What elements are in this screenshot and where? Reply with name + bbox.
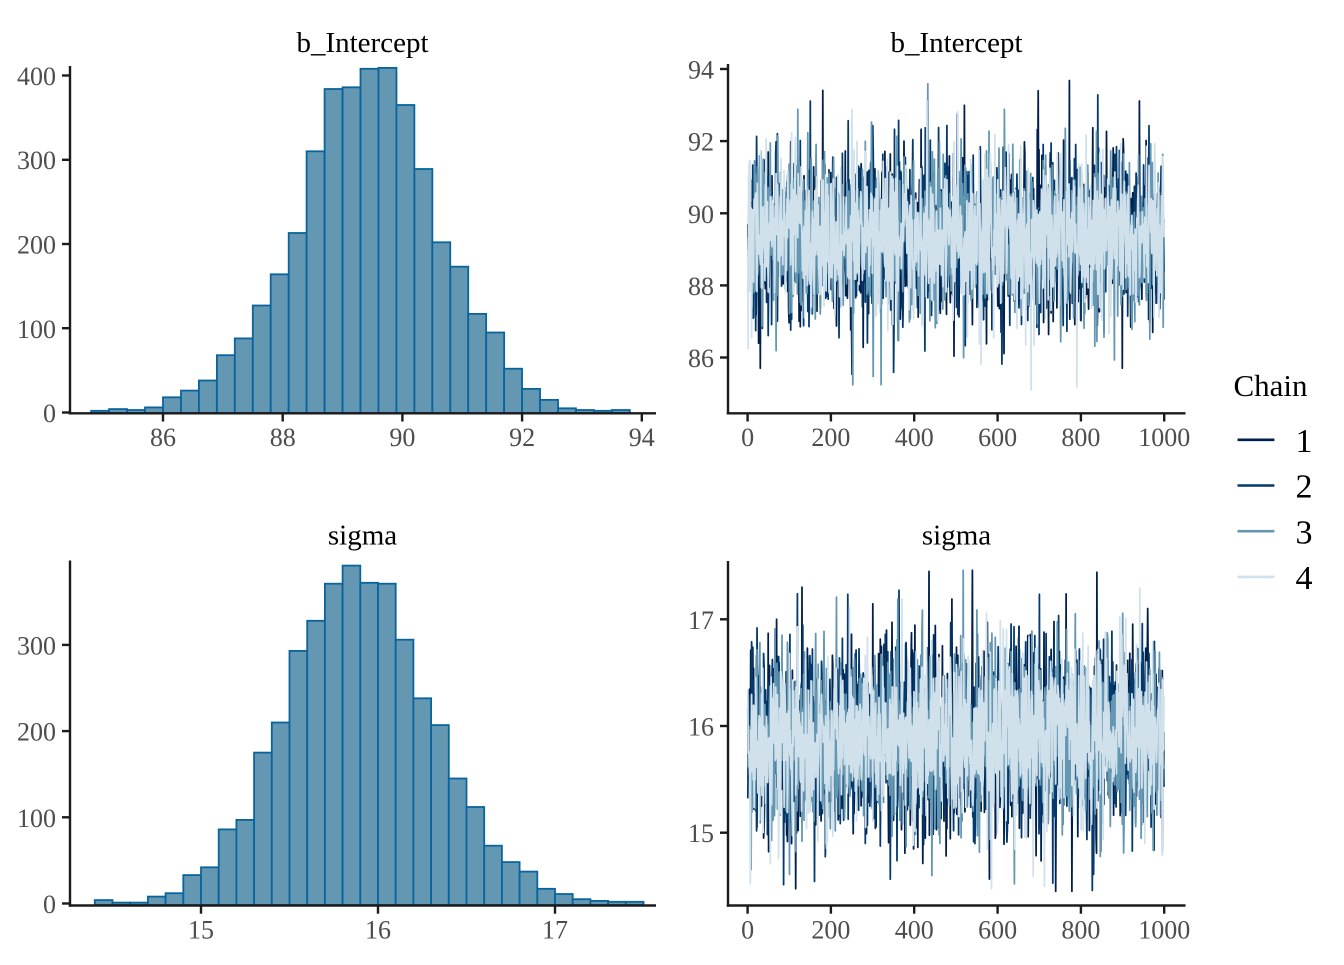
svg-text:90: 90 (389, 423, 415, 452)
svg-text:100: 100 (17, 315, 56, 344)
svg-text:200: 200 (17, 718, 56, 747)
svg-text:300: 300 (17, 631, 56, 660)
svg-text:3: 3 (1296, 514, 1313, 551)
svg-text:400: 400 (895, 916, 934, 945)
svg-text:1: 1 (1296, 423, 1313, 460)
svg-text:15: 15 (688, 819, 714, 848)
svg-text:2: 2 (1296, 469, 1313, 506)
svg-text:600: 600 (978, 916, 1017, 945)
svg-text:1000: 1000 (1138, 423, 1190, 452)
svg-text:300: 300 (17, 146, 56, 175)
svg-text:100: 100 (17, 804, 56, 833)
svg-text:15: 15 (188, 916, 214, 945)
svg-text:0: 0 (43, 399, 56, 428)
svg-text:sigma: sigma (922, 520, 991, 552)
svg-text:800: 800 (1061, 423, 1100, 452)
svg-text:400: 400 (895, 423, 934, 452)
svg-text:90: 90 (688, 200, 714, 229)
svg-text:86: 86 (688, 344, 714, 373)
svg-text:88: 88 (270, 423, 296, 452)
svg-text:b_Intercept: b_Intercept (296, 27, 428, 59)
svg-text:17: 17 (688, 606, 714, 635)
svg-text:0: 0 (741, 423, 754, 452)
svg-text:17: 17 (542, 916, 568, 945)
svg-text:400: 400 (17, 62, 56, 91)
svg-text:16: 16 (688, 713, 714, 742)
svg-text:Chain: Chain (1233, 368, 1308, 403)
svg-text:200: 200 (811, 423, 850, 452)
svg-text:92: 92 (688, 128, 714, 157)
svg-text:0: 0 (43, 890, 56, 919)
svg-text:94: 94 (629, 423, 655, 452)
svg-text:0: 0 (741, 916, 754, 945)
svg-text:88: 88 (688, 272, 714, 301)
svg-text:sigma: sigma (328, 520, 397, 552)
svg-text:600: 600 (978, 423, 1017, 452)
svg-text:92: 92 (509, 423, 535, 452)
svg-text:200: 200 (17, 231, 56, 260)
svg-text:16: 16 (365, 916, 391, 945)
svg-text:4: 4 (1296, 560, 1313, 597)
svg-text:200: 200 (811, 916, 850, 945)
svg-text:94: 94 (688, 56, 714, 85)
svg-text:800: 800 (1061, 916, 1100, 945)
svg-text:1000: 1000 (1138, 916, 1190, 945)
svg-text:86: 86 (150, 423, 176, 452)
svg-text:b_Intercept: b_Intercept (890, 27, 1022, 59)
